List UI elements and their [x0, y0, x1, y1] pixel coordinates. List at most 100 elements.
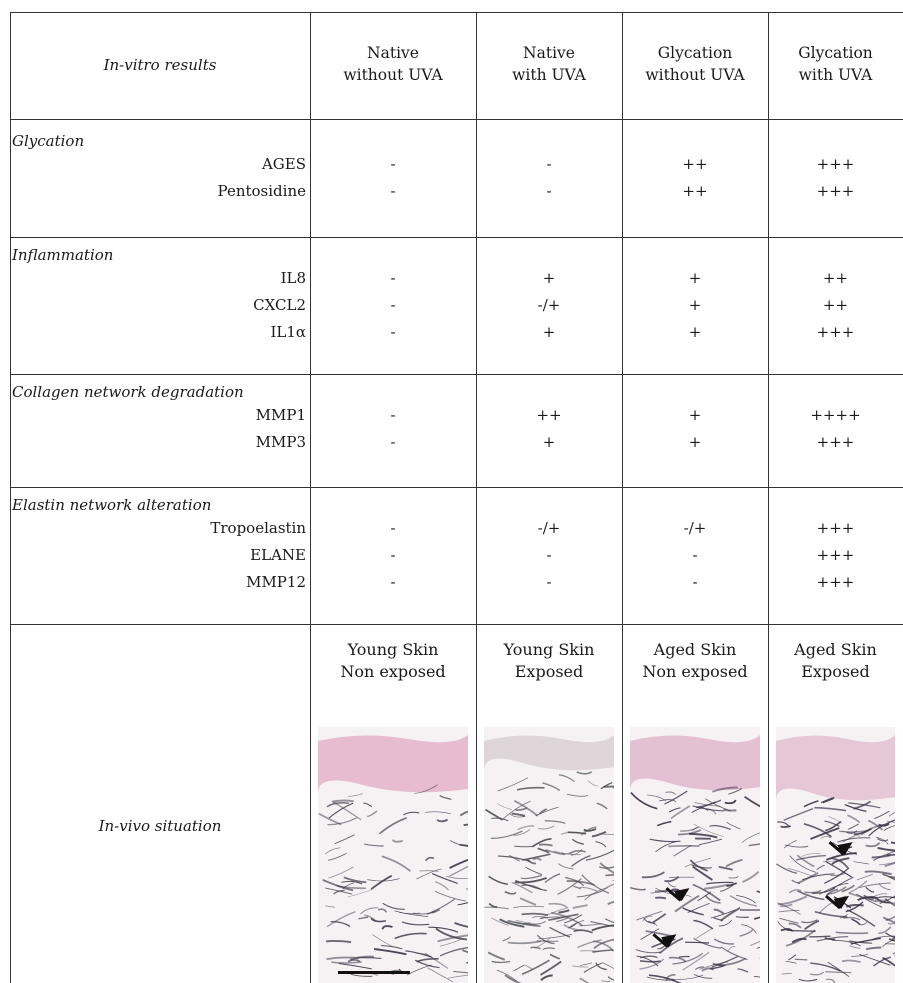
section-title: Elastin network alteration	[12, 496, 212, 514]
scale-bar	[338, 971, 410, 974]
section-title: Glycation	[12, 132, 85, 150]
column-header: Glycation without UVA	[622, 42, 768, 86]
section-title: Inflammation	[12, 246, 114, 264]
row-value: +++	[816, 433, 855, 451]
row-value: -	[546, 546, 552, 564]
row-value: +++	[816, 519, 855, 537]
column-header-line: with UVA	[798, 66, 873, 84]
row-value: -/+	[537, 519, 561, 537]
column-divider	[768, 12, 769, 983]
section-divider	[10, 624, 903, 625]
row-value: ++	[822, 296, 849, 314]
invivo-header-line: Aged Skin	[653, 640, 737, 659]
row-value: +++	[816, 573, 855, 591]
invivo-header-line: Aged Skin	[794, 640, 877, 659]
row-value: ++	[822, 269, 849, 287]
row-label: AGES	[261, 155, 306, 173]
row-value: -	[390, 433, 396, 451]
row-value: +	[688, 323, 702, 341]
histology-image	[484, 727, 614, 983]
invivo-column-header: Aged Skin Non exposed	[622, 639, 768, 683]
histology-image	[630, 727, 760, 983]
row-label: MMP1	[255, 406, 306, 424]
row-label: MMP12	[246, 573, 306, 591]
row-value: -/+	[537, 296, 561, 314]
header-divider	[10, 119, 903, 120]
column-header-line: with UVA	[512, 66, 586, 84]
column-divider	[476, 12, 477, 983]
row-value: -	[390, 155, 396, 173]
row-value: +	[542, 433, 556, 451]
column-divider	[310, 12, 311, 983]
row-value: +	[542, 323, 556, 341]
row-value: -	[390, 269, 396, 287]
table-top-border	[10, 12, 903, 13]
row-value: -	[390, 406, 396, 424]
row-value: -	[546, 155, 552, 173]
histology-image	[776, 727, 895, 983]
column-divider	[622, 12, 623, 983]
row-label: IL8	[280, 269, 306, 287]
arrow-icon	[825, 894, 850, 910]
row-value: -/+	[683, 519, 707, 537]
invivo-header-line: Non exposed	[340, 662, 446, 681]
column-header-line: without UVA	[645, 66, 745, 84]
invivo-header-line: Exposed	[514, 662, 584, 681]
row-value: +	[688, 406, 702, 424]
column-header-line: without UVA	[343, 66, 443, 84]
row-label: IL1α	[270, 323, 306, 341]
column-header: Native with UVA	[476, 42, 622, 86]
row-value: +++	[816, 182, 855, 200]
row-value: -	[546, 573, 552, 591]
row-value: +	[542, 269, 556, 287]
row-value: +	[688, 296, 702, 314]
arrow-icon	[828, 841, 853, 856]
column-header-line: Native	[367, 44, 419, 62]
row-value: -	[692, 546, 698, 564]
row-label: ELANE	[250, 546, 306, 564]
row-label: MMP3	[255, 433, 306, 451]
row-value: -	[546, 182, 552, 200]
row-value: ++++	[810, 406, 861, 424]
table-header-corner: In-vitro results	[103, 56, 217, 74]
row-value: ++	[682, 155, 708, 173]
table-left-border	[10, 12, 11, 983]
row-value: -	[390, 546, 396, 564]
invivo-header-line: Exposed	[801, 662, 870, 681]
section-title: Collagen network degradation	[12, 383, 244, 401]
invivo-column-header: Young Skin Exposed	[476, 639, 622, 683]
invivo-header-line: Non exposed	[642, 662, 748, 681]
row-value: +	[688, 269, 702, 287]
arrow-icon	[665, 887, 690, 902]
row-value: +++	[816, 155, 855, 173]
column-header-line: Glycation	[657, 44, 733, 62]
section-divider	[10, 374, 903, 375]
row-value: ++	[682, 182, 708, 200]
column-header: Native without UVA	[310, 42, 476, 86]
row-label: Tropoelastin	[210, 519, 306, 537]
histology-image	[318, 727, 468, 983]
row-value: ++	[536, 406, 562, 424]
section-divider	[10, 487, 903, 488]
row-label: Pentosidine	[217, 182, 306, 200]
invivo-label: In-vivo situation	[98, 817, 222, 835]
column-header-line: Glycation	[798, 44, 873, 62]
invivo-header-line: Young Skin	[347, 640, 439, 659]
row-value: +++	[816, 323, 855, 341]
row-value: -	[692, 573, 698, 591]
column-header: Glycation with UVA	[768, 42, 903, 86]
invivo-column-header: Aged Skin Exposed	[768, 639, 903, 683]
row-label: CXCL2	[253, 296, 306, 314]
arrow-icon	[652, 933, 677, 948]
row-value: -	[390, 519, 396, 537]
row-value: +	[688, 433, 702, 451]
row-value: -	[390, 573, 396, 591]
invivo-column-header: Young Skin Non exposed	[310, 639, 476, 683]
invivo-header-line: Young Skin	[503, 640, 595, 659]
row-value: -	[390, 182, 396, 200]
row-value: -	[390, 296, 396, 314]
column-header-line: Native	[523, 44, 575, 62]
row-value: +++	[816, 546, 855, 564]
section-divider	[10, 237, 903, 238]
row-value: -	[390, 323, 396, 341]
